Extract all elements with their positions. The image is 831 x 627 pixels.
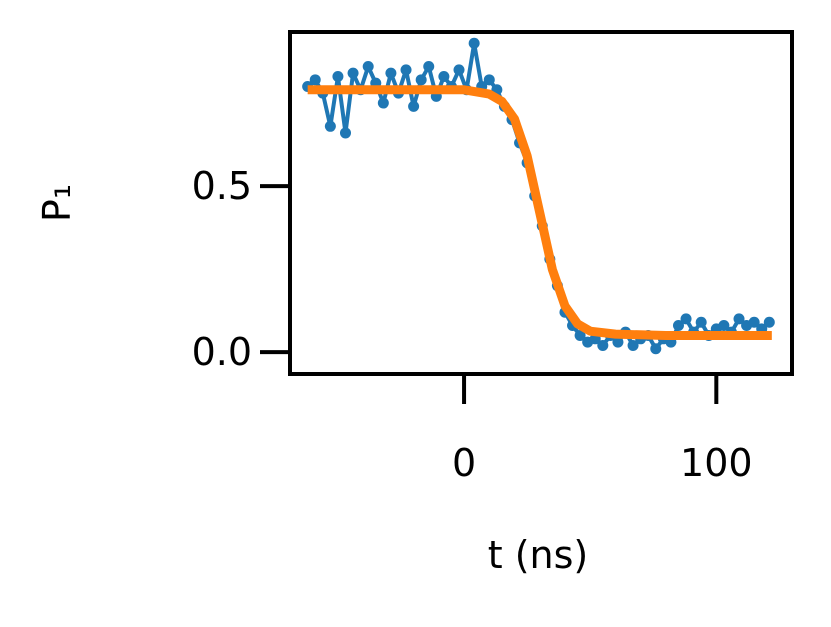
data-point bbox=[483, 74, 495, 86]
data-point bbox=[597, 339, 609, 351]
x-axis-label: t (ns) bbox=[488, 533, 589, 577]
data-point bbox=[347, 67, 359, 79]
data-point bbox=[680, 313, 692, 325]
plot-frame bbox=[288, 30, 794, 376]
y-axis-label: P₁ bbox=[35, 184, 79, 222]
data-point bbox=[339, 127, 351, 139]
data-point bbox=[423, 61, 435, 73]
data-point bbox=[453, 64, 465, 76]
data-point bbox=[400, 64, 412, 76]
data-point bbox=[438, 70, 450, 82]
data-point bbox=[385, 67, 397, 79]
data-point bbox=[309, 74, 321, 86]
data-point bbox=[650, 343, 662, 355]
y-tick-label: 0.0 bbox=[192, 330, 252, 374]
data-point bbox=[748, 316, 760, 328]
data-point bbox=[695, 316, 707, 328]
data-point bbox=[415, 74, 427, 86]
data-point bbox=[324, 120, 336, 132]
data-point bbox=[332, 70, 344, 82]
data-point bbox=[627, 339, 639, 351]
data-point bbox=[672, 320, 684, 332]
data-point bbox=[377, 97, 389, 109]
data-point bbox=[408, 100, 420, 112]
data-point bbox=[612, 336, 624, 348]
data-point bbox=[468, 37, 480, 49]
x-tick-label: 100 bbox=[680, 441, 753, 485]
y-tick-label: 0.5 bbox=[192, 164, 252, 208]
data-point bbox=[362, 61, 374, 73]
data-point bbox=[733, 313, 745, 325]
series-line bbox=[307, 85, 772, 340]
data-point bbox=[574, 329, 586, 341]
x-tick-label: 0 bbox=[452, 441, 476, 485]
data-point bbox=[763, 316, 775, 328]
data-point bbox=[718, 320, 730, 332]
